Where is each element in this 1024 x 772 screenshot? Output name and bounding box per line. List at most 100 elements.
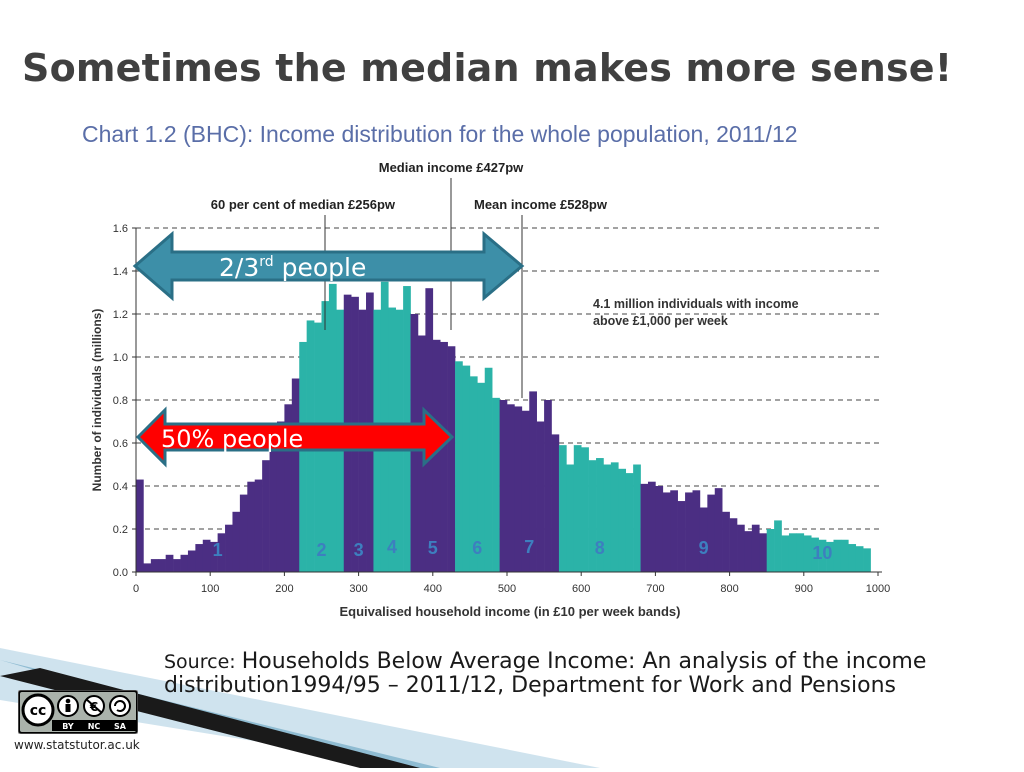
bar [187, 550, 196, 572]
x-tick-label: 500 [498, 583, 516, 595]
bar [610, 462, 619, 572]
bar [544, 400, 552, 572]
bar [848, 544, 857, 572]
x-axis-label: Equivalised household income (in £10 per… [340, 604, 681, 619]
bar [744, 531, 753, 572]
bar [529, 391, 537, 572]
bar [432, 339, 441, 572]
bar [685, 492, 693, 572]
bar [781, 535, 790, 572]
x-tick-label: 0 [133, 583, 139, 595]
bar [440, 341, 448, 572]
cc-icon-glyph: cc [30, 703, 47, 719]
cc-label-sa: SA [114, 722, 127, 731]
bar [788, 533, 797, 572]
bar [826, 541, 834, 572]
decile-label: 3 [354, 540, 364, 560]
slide-title: Sometimes the median makes more sense! [22, 46, 953, 90]
source-lead: Source: [164, 651, 242, 673]
bar [165, 554, 174, 572]
creative-commons-badge: cc € BY NC SA [18, 690, 138, 734]
y-tick-label: 0.4 [113, 481, 128, 493]
bar [269, 447, 278, 572]
bar [655, 486, 664, 572]
chart-note-line-1: 4.1 million individuals with income [593, 297, 799, 311]
decile-label: 6 [472, 538, 482, 558]
fifty-percent-arrow-shape [135, 406, 455, 468]
bar [573, 445, 582, 572]
decile-label: 7 [524, 537, 534, 557]
source-citation: Source: Households Below Average Income:… [164, 650, 964, 698]
cc-label-by: BY [62, 722, 74, 731]
bar [558, 445, 567, 572]
x-tick-label: 800 [720, 583, 738, 595]
chart-note-line-2: above £1,000 per week [593, 314, 728, 328]
y-tick-label: 0.8 [113, 395, 128, 407]
y-tick-label: 0.0 [113, 567, 128, 579]
bar [714, 488, 723, 572]
bar [774, 520, 782, 572]
bar [751, 524, 760, 572]
chart-tick-labels: 0 100 200 300 400 500 600 700 800 900 1000 0.0 0.2 0.… [113, 223, 891, 595]
chart-reference-lines: 60 per cent of median £256pw Median incom… [211, 160, 608, 398]
bar [514, 406, 523, 572]
fifty-percent-people-label: 50% people [161, 425, 303, 453]
bar [796, 533, 805, 572]
decile-label: 1 [213, 540, 223, 560]
bar [195, 544, 204, 572]
fifty-percent-people-arrow: 50% people [135, 406, 455, 468]
x-tick-label: 100 [201, 583, 219, 595]
bar [662, 492, 671, 572]
bar [247, 481, 256, 572]
bar [647, 481, 656, 572]
sa-icon [109, 695, 131, 717]
bar [840, 539, 849, 572]
bar [811, 537, 819, 572]
bar [759, 533, 767, 572]
bar [262, 460, 270, 572]
bar [143, 563, 152, 572]
x-tick-label: 300 [349, 583, 367, 595]
bar [618, 468, 627, 572]
footer-url: www.statstutor.ac.uk [14, 738, 140, 752]
chart-decile-labels: 1 2 3 4 5 6 7 8 9 10 [213, 537, 833, 563]
bar [521, 410, 530, 572]
bar [863, 548, 871, 572]
decile-label: 10 [812, 543, 832, 563]
bar [625, 473, 634, 572]
svg-text:€: € [89, 700, 98, 714]
cc-label-nc: NC [88, 722, 101, 731]
bar [677, 501, 686, 572]
bar [150, 559, 159, 572]
bar [818, 539, 827, 572]
bar [581, 447, 589, 572]
bar [507, 404, 515, 572]
bar [417, 335, 426, 572]
decile-label: 4 [387, 537, 397, 557]
bar [469, 376, 478, 572]
decile-label: 9 [699, 538, 709, 558]
y-tick-label: 0.2 [113, 524, 128, 536]
bar [551, 434, 560, 572]
bar [566, 464, 575, 572]
x-tick-label: 400 [424, 583, 442, 595]
chart-title: Chart 1.2 (BHC): Income distribution for… [82, 121, 798, 147]
bar [766, 529, 775, 572]
bar [855, 546, 864, 572]
bar [707, 494, 716, 572]
bar [232, 511, 241, 572]
y-tick-label: 1.0 [113, 352, 128, 364]
bar [210, 541, 218, 572]
bar [596, 458, 604, 572]
x-tick-label: 200 [275, 583, 293, 595]
bar [670, 490, 678, 572]
decile-label: 5 [428, 538, 438, 558]
source-text: Households Below Average Income: An anal… [164, 649, 927, 698]
bar [729, 518, 738, 572]
bar [254, 479, 263, 572]
two-thirds-people-arrow: 2/3rd people [132, 230, 525, 302]
bar [173, 559, 181, 572]
bar [640, 483, 649, 572]
reference-line-label: Mean income £528pw [474, 197, 608, 212]
